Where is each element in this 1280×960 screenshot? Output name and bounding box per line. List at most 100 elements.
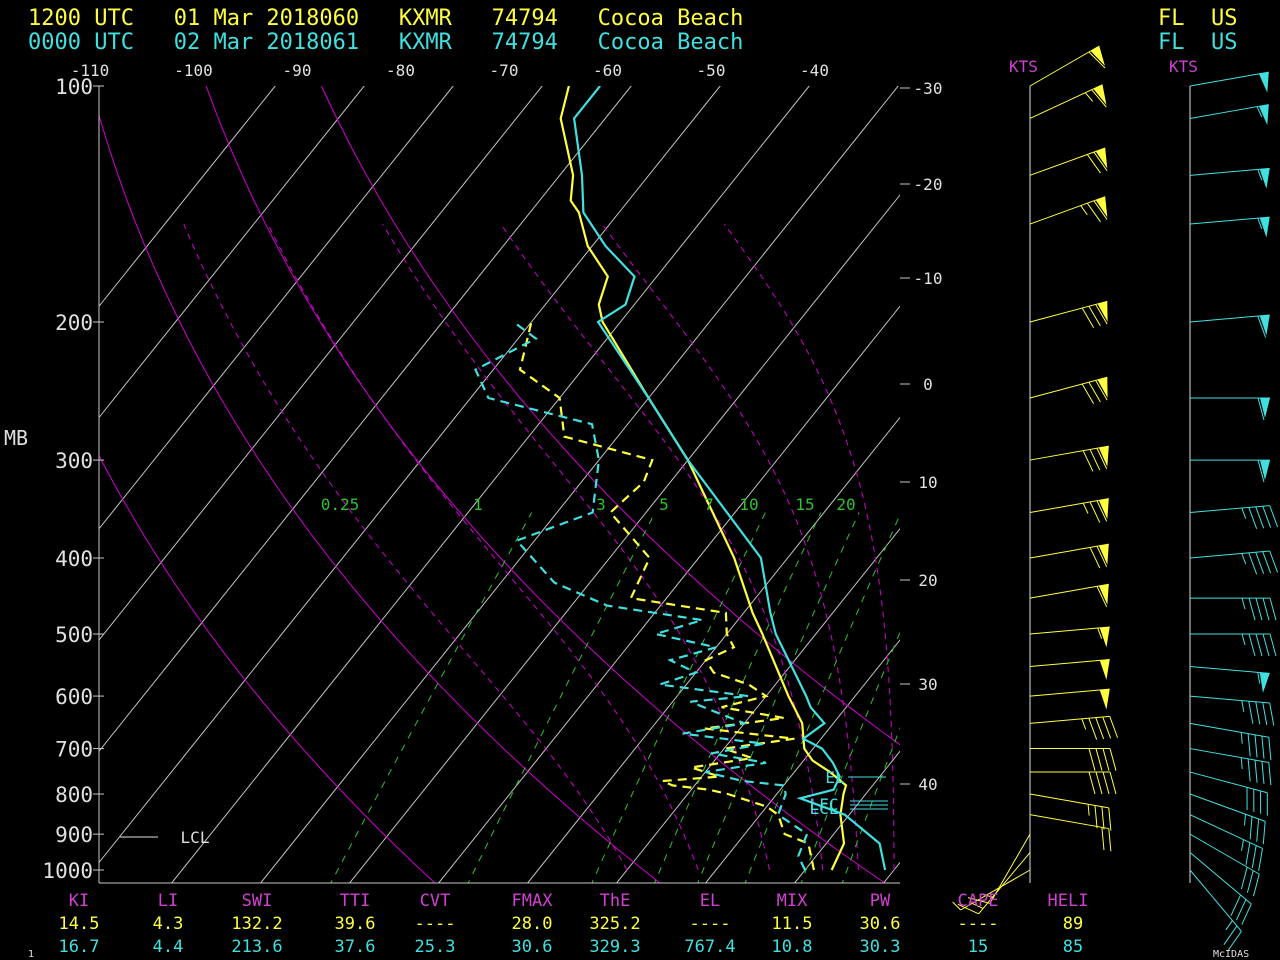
- header-1-wmo: 74794: [491, 6, 558, 31]
- wind-barb-flag: [957, 903, 979, 915]
- wind-barb-half-flag: [1241, 700, 1245, 712]
- mixing-ratio-label: 1: [473, 495, 483, 514]
- top-temp-tick-label: -90: [283, 61, 312, 80]
- stability-indices: KI 14.5 16.7 LI 4.3 4.4 SWI 132.2 213.6 TTI 39.6 37…: [59, 891, 1089, 957]
- isotherm-line: [99, 86, 632, 753]
- top-temp-tick-label: -40: [800, 61, 829, 80]
- wind-barb-flag: [1095, 771, 1103, 795]
- index-value-1: 28.0: [512, 914, 553, 934]
- wind-barb-flag: [1255, 633, 1263, 657]
- mixing-ratio-line: [591, 512, 766, 883]
- mixing-ratio-label: 0.25: [321, 495, 360, 514]
- index-value-1: ----: [415, 914, 456, 934]
- wind-barb-shaft: [1189, 167, 1270, 176]
- top-temp-tick-label: -110: [71, 61, 110, 80]
- header-1-station: KXMR: [398, 6, 452, 31]
- wind-barb-half-flag: [1241, 553, 1247, 565]
- wind-barb-flag: [1094, 805, 1098, 829]
- wind-barb-shaft: [960, 869, 1031, 911]
- moist-adiabat: [267, 223, 699, 871]
- pressure-tick-label: 500: [55, 623, 93, 647]
- index-header: KI: [69, 891, 89, 911]
- index-value-1: 132.2: [231, 914, 282, 934]
- wind-barb-half-flag: [1244, 814, 1246, 826]
- header-line-2: 0000 UTC 02 Mar 2018061 KXMR 74794 Cocoa…: [28, 30, 743, 55]
- legend-label: LFC: [810, 795, 839, 814]
- wind-barb-flag: [1091, 89, 1107, 108]
- isotherm-line: [704, 639, 900, 883]
- wind-barb-flag: [1081, 307, 1095, 328]
- right-temp-tick-label: -20: [914, 175, 943, 194]
- wind-barb-shaft: [1189, 665, 1270, 674]
- wind-barb-shaft: [1029, 84, 1103, 119]
- dewpoint-trace: [518, 321, 815, 871]
- wind-barb-shaft: [1189, 771, 1268, 794]
- wind-barb-flag: [1095, 380, 1108, 401]
- index-value-1: ----: [690, 914, 731, 934]
- right-temp-tick-label: -30: [914, 79, 943, 98]
- wind-barb-flag: [1088, 771, 1096, 795]
- legend-label: LCL: [810, 799, 839, 818]
- wind-barb-flag: [1257, 315, 1267, 338]
- isotherm-line: [259, 86, 899, 883]
- wind-barb-flag: [1086, 202, 1101, 223]
- wind-barb-flag: [1096, 500, 1108, 522]
- moist-adiabat: [723, 223, 895, 870]
- wind-barb-flag: [1082, 450, 1094, 472]
- isotherm-line: [170, 86, 810, 883]
- wind-barb-shaft: [1029, 715, 1110, 724]
- wind-barb-half-flag: [1097, 627, 1103, 639]
- wind-barb-shaft: [1029, 658, 1110, 667]
- wind-barb-flag: [1255, 552, 1265, 574]
- wind-barb-flag: [1251, 845, 1257, 869]
- header-line-2-region: FL US: [1158, 30, 1238, 55]
- wind-barb-flag: [1248, 507, 1258, 529]
- wind-barb-flag: [1095, 748, 1103, 771]
- wind-barb-shaft: [978, 852, 1031, 915]
- wind-barb-pennant: [1099, 627, 1110, 648]
- wind-barb-shaft: [1029, 45, 1100, 87]
- wind-barb-half-flag: [982, 893, 994, 898]
- pressure-tick-label: 800: [55, 783, 93, 807]
- index-value-2: 10.8: [772, 937, 813, 957]
- pressure-tick-label: 700: [55, 738, 93, 762]
- wind-barb-flag: [1249, 816, 1253, 840]
- wind-barb-flag: [1255, 506, 1265, 529]
- wind-barb-flag: [1235, 899, 1247, 921]
- header-line-1: 1200 UTC 01 Mar 2018060 KXMR 74794 Cocoa…: [28, 6, 743, 31]
- wind-barb-flag: [1108, 807, 1112, 831]
- right-temp-tick-label: -10: [914, 269, 943, 288]
- wind-barb-pennant: [1097, 301, 1108, 322]
- wind-barb-shaft: [1189, 550, 1270, 559]
- wind-barb-flag: [1248, 633, 1256, 657]
- wind-barb-shaft: [1029, 814, 1109, 830]
- wind-barb-half-flag: [1240, 732, 1243, 744]
- isotherm-line: [99, 86, 543, 641]
- moist-adiabat: [500, 223, 824, 871]
- wind-barb-half-flag: [1257, 169, 1263, 181]
- isotherm-line: [970, 69, 1280, 887]
- wind-barb-flag: [1269, 702, 1275, 726]
- wind-barb-shaft: [1189, 104, 1269, 119]
- wind-barb-shaft: [1189, 71, 1269, 87]
- wind-barb-flag: [1088, 305, 1101, 327]
- wind-barb-half-flag: [1241, 597, 1246, 610]
- wind-barb-half-flag: [1257, 672, 1261, 684]
- wind-barb-flag: [1262, 506, 1272, 528]
- wind-barb-flag: [1086, 154, 1101, 174]
- mixing-ratio-label: 7: [704, 495, 714, 514]
- wind-barb-shaft: [1189, 852, 1252, 905]
- mixing-ratio-line: [841, 726, 900, 883]
- index-value-1: 89: [1063, 914, 1083, 934]
- index-value-1: 11.5: [772, 914, 813, 934]
- index-value-1: 39.6: [335, 914, 376, 934]
- wind-barb-half-flag: [972, 903, 984, 909]
- moist-adiabat: [601, 223, 859, 871]
- index-header: LI: [158, 891, 178, 911]
- wind-barb-pennant: [1098, 584, 1109, 605]
- pressure-tick-label: 1000: [42, 859, 93, 883]
- index-value-2: 25.3: [415, 937, 456, 957]
- wind-barb-flag: [1223, 925, 1238, 945]
- wind-barb-shaft: [1029, 543, 1109, 559]
- wind-barb-flag: [1262, 551, 1272, 574]
